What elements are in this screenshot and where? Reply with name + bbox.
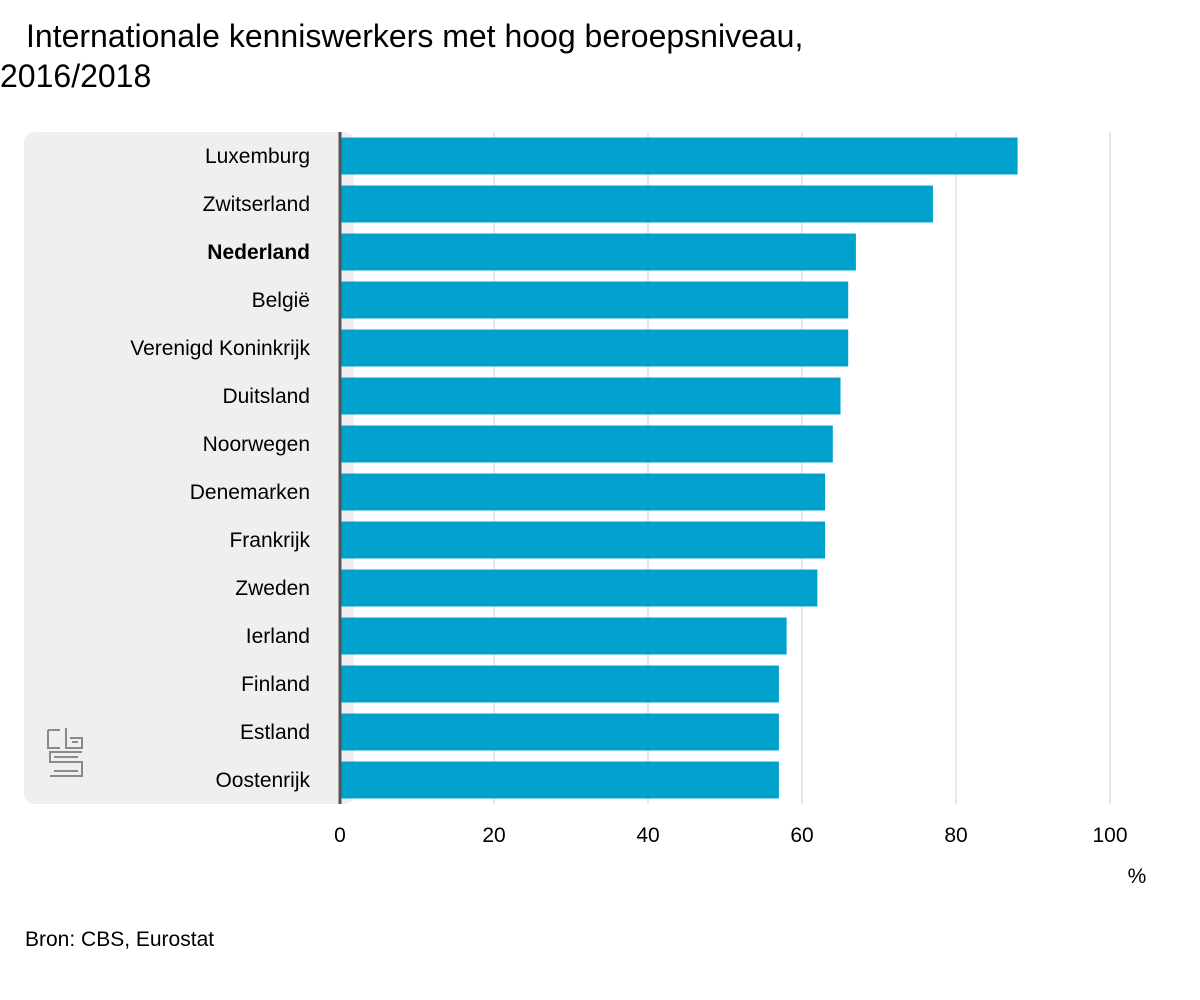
category-label: Ierland [246,625,310,648]
bar-noorwegen [340,425,833,463]
bar-finland [340,665,779,703]
category-label: België [252,289,310,312]
cbs-logo-icon [47,728,83,777]
category-label: Nederland [207,241,310,264]
category-label: Denemarken [190,481,310,504]
bar-ierland [340,617,787,655]
x-tick-label: 80 [944,824,967,847]
x-tick-label: 20 [482,824,505,847]
x-axis-ticks: 0 20 40 60 80 100 [334,824,1127,847]
category-label: Estland [240,721,310,744]
bar-denemarken [340,473,826,511]
bar-estland [340,713,779,751]
category-label: Frankrijk [229,529,310,552]
category-label: Duitsland [222,385,310,408]
bars [340,137,1018,799]
bar-duitsland [340,377,841,415]
category-label: Zweden [235,577,310,600]
category-label: Oostenrijk [215,769,310,792]
chart-title: Internationale kenniswerkers met hoog be… [0,16,900,96]
bar-zweden [340,569,818,607]
bar-oostenrijk [340,761,779,799]
x-axis-unit: % [1128,865,1147,888]
category-labels: Luxemburg Zwitserland Nederland België Veren… [130,145,310,792]
bar-luxemburg [340,137,1018,175]
x-tick-label: 40 [636,824,659,847]
category-label: Luxemburg [205,145,310,168]
chart-title-line1: Internationale kenniswerkers met hoog be… [26,18,804,54]
bar-frankrijk [340,521,826,559]
category-label: Finland [241,673,310,696]
x-tick-label: 60 [790,824,813,847]
x-tick-label: 100 [1092,824,1127,847]
category-label: Verenigd Koninkrijk [130,337,310,360]
source-note: Bron: CBS, Eurostat [25,928,215,951]
bar-nederland [340,233,856,271]
category-label: Zwitserland [203,193,310,216]
bar-verenigd-koninkrijk [340,329,849,367]
category-label: Noorwegen [203,433,310,456]
chart-title-line2: 2016/2018 [0,58,152,94]
bar-zwitserland [340,185,933,223]
x-tick-label: 0 [334,824,346,847]
label-panel [24,132,354,804]
bar-belgi- [340,281,849,319]
gridlines [493,132,1111,804]
